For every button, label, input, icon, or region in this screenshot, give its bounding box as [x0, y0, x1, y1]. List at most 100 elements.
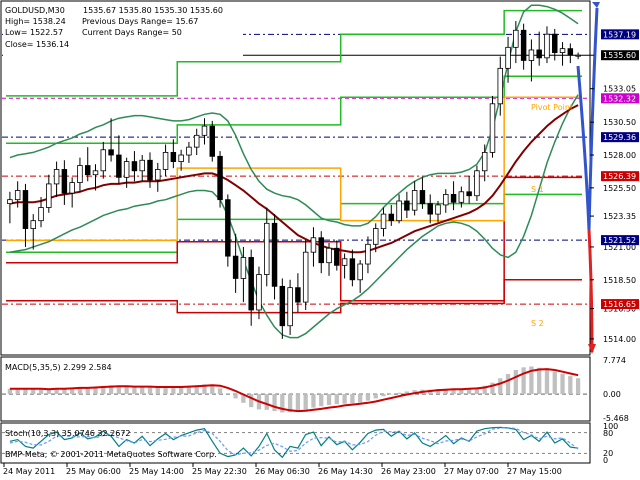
candle-body [552, 33, 558, 53]
candle-body [380, 213, 387, 229]
candle-body [46, 183, 52, 208]
stoch-panel-frame [0, 422, 591, 464]
macd-label: MACD(5,35,5) 2.299 2.584 [5, 363, 112, 372]
candle-body [38, 207, 44, 222]
candle-body [318, 237, 324, 264]
candle-body [232, 255, 239, 279]
candle-body [388, 213, 395, 222]
candle-body [217, 155, 223, 201]
candle-body [427, 203, 433, 215]
price-tick-label: 1525.50 [603, 184, 636, 193]
candle-body [302, 251, 309, 303]
stoch-tick-label: 100 [603, 422, 618, 431]
candle-body [310, 237, 317, 253]
time-tick-label: 27 May 07:00 [444, 467, 499, 476]
level-price-tag [601, 132, 639, 143]
candle-body [92, 170, 99, 176]
symbol-label: GOLDUSD,M30 [5, 6, 65, 15]
time-axis: 24 May 2011 25 May 06:00 25 May 14:00 25 Ma… [3, 463, 562, 476]
candle-body [513, 29, 519, 48]
stoch-main-line [9, 426, 579, 459]
candle-body [264, 222, 270, 275]
macd-tick-label: -5.468 [603, 414, 629, 423]
level-price-tag [601, 50, 639, 61]
candlesticks [7, 21, 581, 339]
candle-body [567, 48, 574, 56]
moving-average [9, 104, 579, 254]
s1-label: S 1 [531, 185, 544, 194]
candle-body [365, 243, 371, 265]
stoch-signal-line [9, 427, 579, 456]
pivot-channel [6, 96, 582, 242]
level-price-tag [601, 299, 639, 310]
candle-body [22, 190, 29, 229]
candle-body [357, 263, 363, 281]
level-price-tag [601, 235, 639, 246]
level-price-text: 1537.19 [603, 30, 636, 39]
level-price-text: 1535.60 [603, 51, 636, 60]
candle-body [341, 258, 348, 266]
level-price-text: 1529.36 [603, 133, 636, 142]
candle-body [435, 204, 441, 215]
candle-body [201, 125, 208, 136]
price-tick-label: 1530.50 [603, 118, 636, 127]
level-price-tag [601, 93, 639, 104]
copyright-label: BMP-Meta, © 2001-2011 MetaQuotes Softwar… [5, 450, 217, 459]
price-tick-label: 1528.00 [603, 151, 636, 160]
price-tick-label: 1533.05 [603, 85, 636, 94]
candle-body [131, 161, 138, 172]
candle-body [53, 169, 60, 185]
current-range-label: Current Days Range= 50 [82, 28, 182, 37]
stoch-label: Stoch(10,3,3) 35.0746 32.2672 [5, 429, 131, 438]
candle-body [256, 274, 262, 311]
candle-body [474, 170, 480, 197]
candle-body [505, 46, 511, 69]
candle-body [116, 154, 122, 178]
candle-body [396, 200, 402, 222]
candle-body [411, 190, 418, 211]
candle-body [419, 190, 426, 205]
macd-indicator: 7.774 0.00 -5.468 [2, 356, 629, 423]
bollinger-lower [9, 94, 579, 339]
ma-slow-line [9, 104, 579, 254]
candle-body [326, 247, 332, 264]
low-label: Low= 1522.57 [5, 28, 63, 37]
time-tick-label: 24 May 2011 [3, 467, 55, 476]
price-tick-label: 1514.00 [603, 335, 636, 344]
price-tick-label: 1521.00 [603, 243, 636, 252]
price-axis: 1535.60 1533.05 1530.50 1528.00 1525.50 1523.… [590, 29, 639, 344]
stoch-tick-label: 0 [603, 456, 608, 465]
level-price-text: 1532.32 [603, 94, 636, 103]
arrowhead-blue [592, 2, 600, 8]
arrowhead-red [588, 344, 596, 354]
price-tick-label: 1523.35 [603, 212, 636, 221]
candle-body [170, 151, 177, 162]
candle-body [155, 169, 161, 181]
candle-body [279, 285, 286, 327]
candle-body [334, 247, 340, 266]
price-tick-label: 1518.50 [603, 276, 636, 285]
level-price-text: 1521.52 [603, 236, 636, 245]
candle-body [559, 48, 566, 53]
candle-body [520, 29, 527, 61]
candle-body [248, 257, 254, 311]
price-tick-label: 1516.30 [603, 305, 636, 314]
candle-body [481, 151, 488, 172]
time-tick-label: 26 May 06:30 [255, 467, 310, 476]
candle-body [536, 49, 542, 59]
ohlc-label: 1535.67 1535.80 1535.30 1535.60 [83, 6, 223, 15]
projection-arrows [576, 2, 600, 354]
candle-body [69, 182, 75, 194]
candle-body [147, 159, 153, 181]
candle-body [349, 258, 356, 281]
candle-body [372, 228, 379, 245]
candle-body [497, 67, 504, 105]
candle-body [466, 191, 472, 197]
time-tick-label: 25 May 06:00 [66, 467, 121, 476]
candle-body [528, 49, 535, 61]
candle-body [443, 194, 449, 206]
candle-body [404, 200, 410, 211]
macd-tick-label: 0.00 [603, 390, 621, 399]
stoch-tick-label: 20 [603, 449, 613, 458]
